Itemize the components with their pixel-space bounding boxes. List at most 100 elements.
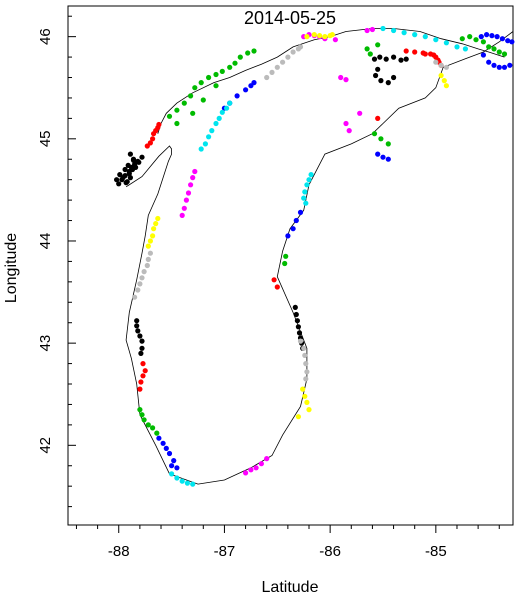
data-point (213, 83, 219, 89)
data-point (151, 226, 157, 232)
data-point (145, 243, 151, 249)
chart-title: 2014-05-25 (244, 8, 336, 28)
data-point (163, 445, 169, 451)
data-point (137, 333, 143, 339)
data-point (139, 338, 145, 344)
data-point (169, 463, 175, 469)
data-point (343, 77, 349, 83)
data-point (179, 478, 185, 484)
data-point (364, 46, 370, 52)
data-point (174, 120, 180, 127)
data-point (303, 200, 309, 206)
data-point (462, 46, 468, 52)
data-point (125, 162, 131, 168)
data-point (486, 59, 492, 65)
data-point (135, 287, 141, 293)
data-point (391, 74, 397, 81)
data-point (491, 46, 497, 52)
data-point (145, 422, 151, 428)
y-axis-ticks: 42 43 44 45 46 (37, 15, 76, 508)
data-point (422, 34, 428, 40)
data-point (505, 38, 511, 44)
data-point (454, 44, 460, 50)
data-point (181, 100, 187, 106)
data-point (433, 59, 439, 65)
data-point (150, 136, 156, 142)
data-point (264, 456, 270, 462)
x-tick-label: -88 (108, 543, 130, 560)
data-point (147, 250, 153, 256)
data-point (391, 54, 397, 60)
data-point (140, 373, 146, 379)
data-point (459, 36, 465, 42)
data-point (293, 217, 299, 224)
data-point (443, 83, 449, 89)
data-point (139, 154, 145, 160)
data-point (234, 93, 240, 99)
x-axis-label: Latitude (262, 579, 319, 596)
data-point (403, 48, 409, 54)
data-point (134, 318, 140, 324)
data-point (293, 311, 299, 318)
data-point (290, 226, 296, 232)
data-point (375, 151, 381, 157)
data-point (480, 52, 486, 58)
data-point (280, 59, 286, 65)
data-point (224, 105, 230, 111)
data-point (306, 407, 312, 413)
data-point (496, 49, 502, 55)
data-point (295, 414, 301, 420)
data-point (431, 52, 437, 58)
data-point (206, 134, 212, 140)
data-point (301, 345, 307, 351)
data-point (433, 37, 439, 43)
data-point (190, 110, 196, 116)
x-tick-label: -87 (214, 543, 236, 560)
data-point (137, 386, 143, 392)
data-point (422, 51, 428, 57)
data-point (139, 412, 145, 418)
data-point (304, 182, 310, 188)
data-point (147, 238, 153, 244)
data-point (154, 430, 160, 436)
data-point (322, 34, 328, 40)
x-tick-label: -85 (425, 543, 447, 560)
data-point (174, 465, 180, 471)
y-axis-label: Longitude (3, 233, 20, 303)
data-point (385, 141, 391, 147)
data-point (369, 26, 375, 33)
data-point (139, 345, 145, 351)
data-point (251, 80, 257, 86)
data-point (343, 120, 349, 127)
data-point (188, 182, 194, 188)
data-point (153, 221, 159, 227)
data-point (489, 33, 495, 39)
data-point (306, 177, 312, 183)
data-point (338, 74, 344, 81)
data-point (137, 407, 143, 413)
data-point (243, 470, 249, 476)
y-tick-label: 43 (37, 335, 54, 352)
data-point (171, 458, 177, 464)
shoreline (125, 28, 514, 485)
data-point (258, 461, 264, 467)
data-point (232, 60, 238, 66)
data-point (200, 97, 206, 103)
data-point (144, 262, 150, 269)
data-point (301, 195, 307, 201)
data-point (227, 100, 233, 106)
data-point (412, 49, 418, 55)
data-point (311, 31, 317, 38)
data-point (484, 31, 490, 38)
data-point (264, 74, 270, 81)
data-point (380, 154, 386, 160)
data-point (317, 33, 323, 39)
data-point (297, 209, 304, 215)
data-point (137, 281, 143, 287)
data-point (145, 256, 151, 262)
data-point (213, 71, 219, 78)
data-point (467, 34, 473, 40)
shoreline-north (157, 28, 505, 134)
data-point (253, 465, 259, 471)
